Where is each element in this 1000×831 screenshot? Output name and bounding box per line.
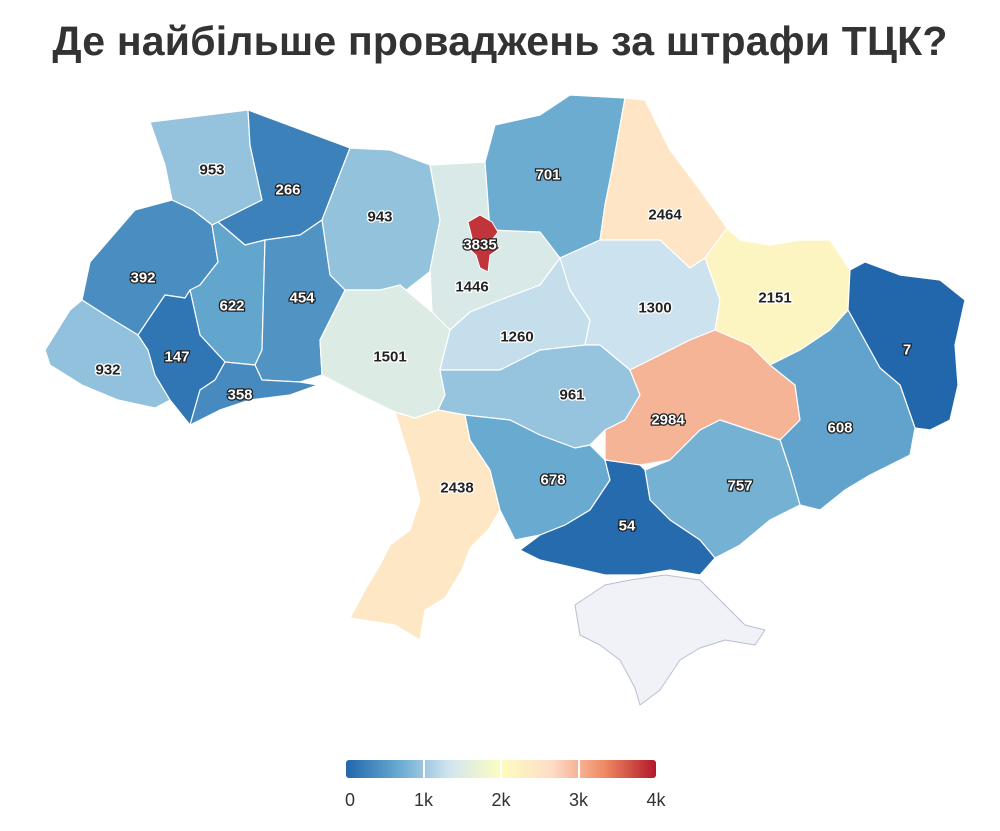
value-label-kyiv-oblast: 1446 [455,279,488,296]
value-label-zhytomyr: 943 [367,209,392,226]
value-label-lviv: 392 [130,270,155,287]
value-label-dnipropetrovsk: 2984 [651,412,685,429]
value-label-ternopil: 622 [219,298,244,315]
value-label-poltava: 1300 [638,300,671,317]
value-label-odesa: 2438 [440,480,473,497]
value-label-zakarpattia: 932 [95,362,120,379]
value-label-chernihiv: 701 [535,167,560,184]
value-label-zaporizhzhia: 757 [727,478,752,495]
value-label-sumy: 2464 [648,207,682,224]
region-kherson[interactable] [519,459,716,576]
value-label-kyiv-city: 3835 [463,237,496,254]
value-label-mykolaiv: 678 [540,472,565,489]
legend-tick-label: 3k [568,790,588,810]
value-label-volyn: 953 [199,162,224,179]
region-crimea[interactable] [574,574,766,706]
value-label-ivano-frankivsk: 147 [164,349,189,366]
value-label-vinnytsia: 1501 [373,349,406,366]
region-chernivtsi[interactable] [189,361,319,426]
value-label-chernivtsi: 358 [227,387,252,404]
legend-tick-mark [577,760,580,778]
value-label-donetsk: 608 [827,420,852,437]
map-title: Де найбільше проваджень за штрафи ТЦК? [52,18,948,64]
value-label-kharkiv: 2151 [758,290,791,307]
value-label-kherson: 54 [619,518,636,535]
legend-tick-mark [500,760,502,778]
value-label-khmelnytskyi: 454 [289,290,315,307]
value-label-cherkasy: 1260 [500,329,533,346]
legend-tick-label: 1k [413,790,433,810]
value-label-luhansk: 7 [903,342,911,359]
legend-tick-label: 2k [491,790,511,810]
legend-tick-label: 0 [344,790,355,810]
value-label-rivne: 266 [275,182,300,199]
region-donetsk[interactable] [769,309,916,511]
value-label-kirovohrad: 961 [559,387,584,404]
legend-tick-label: 4k [646,790,666,810]
region-kyiv-city[interactable] [467,214,501,273]
legend-tick-mark [422,760,425,778]
